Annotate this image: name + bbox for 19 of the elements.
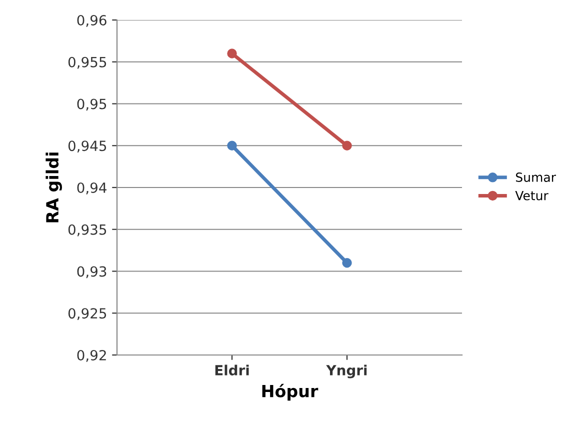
point [342, 258, 352, 268]
y-tick-label: 0,94 [77, 182, 106, 194]
x-tick-label: Eldri [215, 364, 249, 376]
x-tick-label: Yngri [326, 364, 367, 378]
y-tick-label: 0,95 [77, 98, 106, 111]
y-axis-title: RA gildi [46, 152, 62, 222]
legend-label: Sumar [516, 172, 556, 182]
y-tick-label: 0,935 [68, 224, 106, 236]
y-tick-label: 0,945 [68, 140, 106, 153]
point [227, 48, 237, 58]
y-tick-label: 0,96 [77, 14, 106, 27]
y-tick-label: 0,925 [68, 308, 106, 320]
y-tick-label: 0,955 [68, 56, 106, 69]
y-tick-label: 0,93 [77, 266, 106, 278]
point [227, 140, 237, 150]
point [342, 140, 352, 150]
x-axis-title: Hópur [262, 384, 318, 401]
y-tick-label: 0,92 [77, 350, 106, 362]
legend-label: Vetur [515, 191, 548, 200]
